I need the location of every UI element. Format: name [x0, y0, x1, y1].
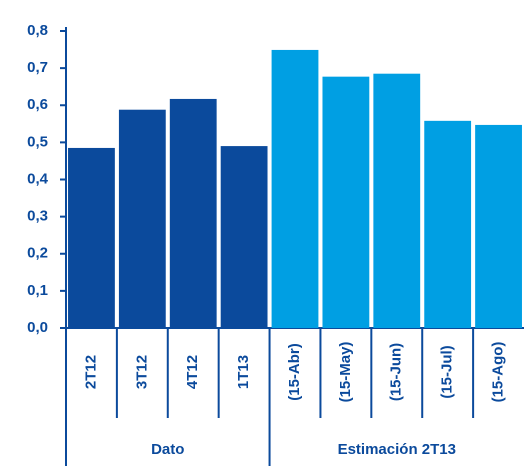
y-tick-label: 0,8: [27, 22, 48, 39]
y-tick-label: 0,0: [27, 319, 48, 336]
x-tick-label: 1T13: [235, 355, 252, 389]
y-tick-label: 0,5: [27, 133, 48, 150]
bar: [169, 98, 217, 328]
y-tick-label: 0,1: [27, 282, 48, 299]
y-tick-label: 0,2: [27, 245, 48, 262]
bar: [322, 76, 370, 328]
y-tick-label: 0,6: [27, 96, 48, 113]
x-tick-label: 3T12: [133, 355, 150, 389]
group-label: Estimación 2T13: [338, 441, 456, 458]
x-tick-label: (15-Abr): [286, 343, 303, 401]
bar: [475, 124, 522, 329]
x-tick-label: 4T12: [184, 355, 201, 389]
bar: [271, 49, 319, 329]
x-tick-label: (15-Jun): [388, 343, 405, 401]
x-tick-label: (15-May): [337, 342, 354, 403]
bar: [424, 120, 472, 328]
group-label: Dato: [151, 441, 184, 458]
bar: [220, 146, 268, 328]
y-tick-label: 0,7: [27, 59, 48, 76]
y-tick-label: 0,4: [27, 170, 49, 187]
bar: [118, 109, 166, 328]
bar: [68, 147, 115, 328]
bar: [373, 73, 421, 328]
x-tick-label: (15-Jul): [439, 345, 456, 398]
x-tick-label: (15-Ago): [490, 342, 507, 403]
y-tick-label: 0,3: [27, 208, 48, 225]
x-tick-label: 2T12: [82, 355, 99, 389]
